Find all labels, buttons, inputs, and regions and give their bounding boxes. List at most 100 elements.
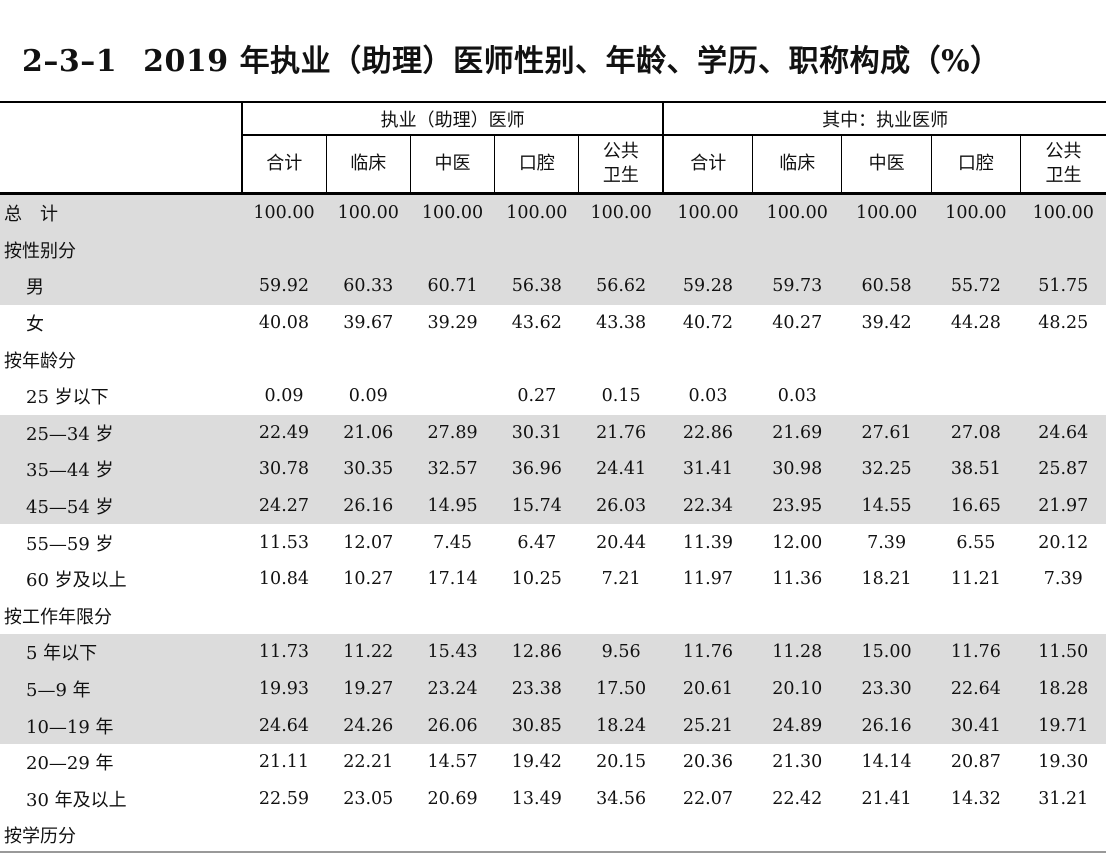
table-cell bbox=[753, 341, 842, 378]
table-cell: 21.69 bbox=[752, 414, 842, 452]
table-cell: 27.08 bbox=[931, 414, 1021, 452]
table-row: 30 年及以上 22.59 23.05 20.69 13.49 34.56 22.07 22.… bbox=[0, 781, 1106, 818]
table-cell: 24.89 bbox=[752, 707, 842, 744]
table-cell: 12.00 bbox=[772, 532, 823, 553]
table-cell bbox=[326, 598, 410, 635]
corner-cell-lower bbox=[0, 135, 242, 195]
table-cell bbox=[753, 598, 842, 635]
table-cell: 22.86 bbox=[663, 414, 753, 452]
column-header-line: 合计 bbox=[266, 153, 303, 174]
table-cell: 15.00 bbox=[841, 634, 932, 671]
table-cell: 14.14 bbox=[861, 752, 912, 773]
table-cell: 100.00 bbox=[326, 193, 411, 232]
table-cell: 31.41 bbox=[663, 451, 753, 488]
table-cell: 32.25 bbox=[841, 451, 932, 488]
table-cell bbox=[326, 231, 411, 269]
table-cell: 22.64 bbox=[931, 670, 1021, 708]
table-cell: 19.27 bbox=[326, 670, 411, 708]
table-cell bbox=[410, 378, 494, 415]
table-row: 60 岁及以上 10.84 10.27 17.14 10.25 7.21 11.97 11.3… bbox=[0, 561, 1106, 598]
table-cell bbox=[410, 598, 494, 635]
column-header-line: 卫生 bbox=[1045, 165, 1082, 186]
group-header-all-physicians: 执业（助理）医师 bbox=[240, 101, 664, 136]
table-cell bbox=[931, 341, 1020, 378]
table-cell: 19.71 bbox=[1020, 707, 1106, 744]
table-row: 按年龄分 bbox=[0, 341, 1106, 378]
table-cell: 56.38 bbox=[494, 268, 579, 305]
table-row: 25 岁以下 0.09 0.09 0.27 0.15 0.03 0.03 bbox=[0, 378, 1106, 415]
table-row: 按性别分 bbox=[0, 231, 1106, 269]
column-header-line: 临床 bbox=[779, 153, 816, 174]
table-cell bbox=[1020, 231, 1106, 269]
table-cell: 100.00 bbox=[841, 193, 932, 232]
table-cell: 21.41 bbox=[861, 788, 912, 809]
table-cell bbox=[842, 378, 931, 415]
table-cell: 11.53 bbox=[258, 532, 310, 553]
table-cell: 55.72 bbox=[931, 268, 1021, 305]
table-cell bbox=[663, 341, 752, 378]
column-header: 中医 bbox=[841, 135, 932, 195]
row-label: 按工作年限分 bbox=[4, 606, 112, 628]
table-row: 5—9 年 19.93 19.27 23.24 23.38 17.50 20.61 20.10… bbox=[0, 670, 1106, 708]
table-cell: 18.24 bbox=[578, 707, 664, 744]
table-cell: 18.28 bbox=[1020, 670, 1106, 708]
table-cell bbox=[841, 231, 932, 269]
table-bottom-rule bbox=[0, 851, 1106, 853]
table-cell: 11.39 bbox=[682, 532, 734, 553]
table-cell: 11.28 bbox=[752, 634, 842, 671]
table-cell: 23.95 bbox=[752, 487, 842, 525]
table-cell bbox=[326, 817, 410, 854]
table-cell bbox=[842, 341, 931, 378]
table-cell: 7.21 bbox=[601, 569, 641, 590]
table-cell: 16.65 bbox=[931, 487, 1021, 525]
table-cell: 6.47 bbox=[517, 532, 557, 553]
table-cell: 20.61 bbox=[663, 670, 753, 708]
column-header-line: 口腔 bbox=[518, 153, 555, 174]
row-label: 25—34 岁 bbox=[0, 414, 242, 452]
corner-cell bbox=[0, 101, 242, 135]
table-row: 总 计 100.00 100.00 100.00 100.00 100.00 100.00 1… bbox=[0, 193, 1106, 232]
table-cell: 51.75 bbox=[1020, 268, 1106, 305]
table-cell: 40.27 bbox=[772, 313, 823, 334]
table-cell bbox=[410, 231, 495, 269]
table-cell bbox=[663, 817, 752, 854]
row-label: 按年龄分 bbox=[4, 350, 76, 372]
table-cell: 40.08 bbox=[258, 313, 310, 334]
table-cell bbox=[495, 598, 579, 635]
column-header-line: 中医 bbox=[868, 153, 905, 174]
table-cell: 21.30 bbox=[772, 752, 823, 773]
table-cell bbox=[1021, 598, 1106, 635]
column-header-line: 中医 bbox=[434, 153, 471, 174]
table-cell: 43.38 bbox=[596, 313, 647, 334]
table-cell: 32.57 bbox=[410, 451, 495, 488]
row-label: 女 bbox=[26, 314, 44, 336]
table-cell: 22.49 bbox=[241, 414, 327, 452]
table-row: 55—59 岁 11.53 12.07 7.45 6.47 20.44 11.39 12.00… bbox=[0, 524, 1106, 561]
row-label: 按性别分 bbox=[0, 231, 242, 269]
table-cell bbox=[753, 817, 842, 854]
statistics-table: 执业（助理）医师 其中：执业医师 合计 临床 中医 口腔 公共 卫生 合计 临床 中医 口腔 公共卫… bbox=[0, 101, 1106, 854]
table-cell bbox=[842, 817, 931, 854]
table-cell: 59.28 bbox=[663, 268, 753, 305]
table-cell: 11.36 bbox=[772, 569, 823, 590]
row-label: 20—29 年 bbox=[26, 753, 114, 775]
table-cell bbox=[410, 341, 494, 378]
column-header: 公共 卫生 bbox=[578, 135, 664, 195]
table-cell: 24.41 bbox=[578, 451, 664, 488]
table-cell: 22.59 bbox=[258, 788, 310, 809]
table-cell bbox=[1021, 378, 1106, 415]
table-cell: 36.96 bbox=[494, 451, 579, 488]
table-cell: 12.86 bbox=[494, 634, 579, 671]
table-cell: 6.55 bbox=[956, 532, 996, 553]
table-number: 2–3–1 bbox=[22, 44, 118, 79]
table-cell: 43.62 bbox=[511, 313, 562, 334]
table-cell: 23.24 bbox=[410, 670, 495, 708]
table-cell: 19.42 bbox=[511, 752, 562, 773]
table-cell: 24.64 bbox=[241, 707, 327, 744]
table-cell: 59.73 bbox=[752, 268, 842, 305]
table-cell bbox=[495, 817, 579, 854]
row-label: 男 bbox=[0, 268, 242, 305]
table-cell: 12.07 bbox=[343, 532, 394, 553]
table-cell: 26.03 bbox=[578, 487, 664, 525]
column-header: 临床 bbox=[752, 135, 842, 195]
